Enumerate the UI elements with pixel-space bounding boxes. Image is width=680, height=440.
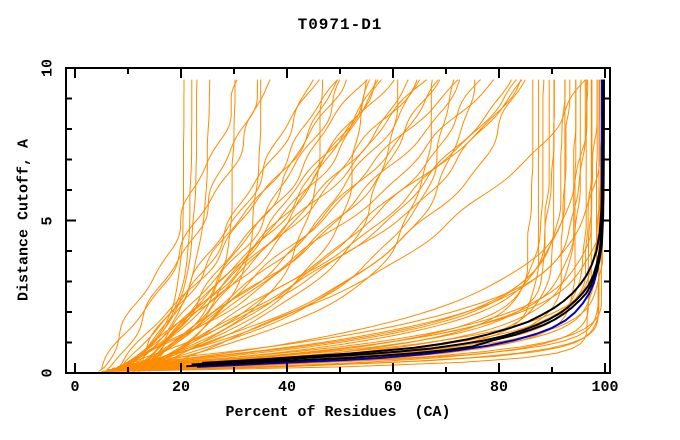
y-tick-label-5: 5	[39, 215, 57, 226]
orange-model-curves	[98, 79, 603, 372]
x-tick-label-40: 40	[277, 379, 297, 396]
black-reference-curves	[186, 79, 605, 368]
x-tick-label-80: 80	[489, 379, 509, 396]
chart-title: T0971-D1	[297, 16, 383, 34]
x-tick-label-20: 20	[171, 379, 191, 396]
y-tick-label-10: 10	[39, 58, 57, 78]
x-axis-label: Percent of Residues (CA)	[225, 404, 451, 421]
x-tick-label-100: 100	[591, 379, 619, 396]
x-tick-label-0: 0	[70, 379, 80, 396]
plot-frame	[65, 67, 611, 374]
y-tick-label-0: 0	[39, 368, 57, 378]
x-tick-label-60: 60	[383, 379, 403, 396]
y-axis-label: Distance Cutoff, A	[15, 138, 33, 302]
